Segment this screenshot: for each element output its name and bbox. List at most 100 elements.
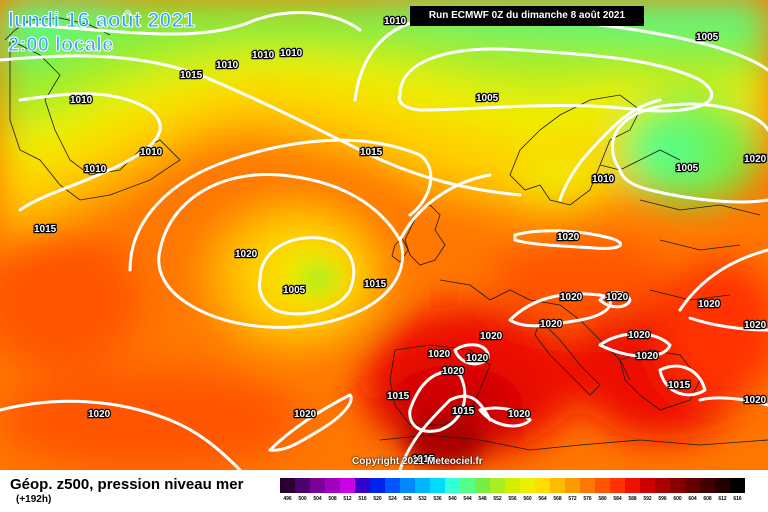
- isobar-1005-top: [397, 47, 714, 113]
- scale-tick-label: 592: [643, 496, 652, 502]
- isobar-1020-hungary: [598, 332, 672, 358]
- isobar-1020-med: [478, 406, 532, 428]
- isobar-label: 1015: [412, 454, 435, 465]
- scale-tick-label: 616: [733, 496, 742, 502]
- scale-swatch: [295, 478, 310, 493]
- scale-tick-label: 524: [388, 496, 397, 502]
- scale-swatch: [310, 478, 325, 493]
- isobar-label: 1020: [428, 349, 451, 360]
- isobar-1020-atlantic: [157, 172, 405, 329]
- scale-tick-label: 500: [298, 496, 307, 502]
- greenland-coast: [9, 39, 181, 201]
- isobar-1020-germany: [513, 229, 623, 250]
- isobar-label: 1020: [442, 366, 465, 377]
- scale-tick-label: 532: [418, 496, 427, 502]
- scale-swatch: [430, 478, 445, 493]
- scale-swatch: [325, 478, 340, 493]
- isobar-label: 1015: [34, 224, 57, 235]
- copyright-notice: Copyright 2021 Meteociel.fr: [352, 456, 483, 467]
- isobar-label: 1010: [592, 174, 615, 185]
- isobar-label: 1010: [70, 95, 93, 106]
- scale-tick-label: 536: [433, 496, 442, 502]
- valid-date: lundi 16 août 2021: [7, 9, 196, 32]
- isobar-1020-alps: [508, 292, 612, 328]
- isobar-1015-iberia: [408, 370, 467, 433]
- isobar-label: 1015: [387, 391, 410, 402]
- scale-swatch: [460, 478, 475, 493]
- scale-tick-label: 568: [553, 496, 562, 502]
- isobar-1020-sw: [268, 393, 353, 452]
- isobar-label: 1010: [84, 164, 107, 175]
- scale-swatch: [280, 478, 295, 493]
- isobar-label: 1010: [140, 147, 163, 158]
- isobar-label: 1020: [235, 249, 258, 260]
- scale-swatch: [340, 478, 355, 493]
- isobar-label: 1020: [628, 330, 651, 341]
- isobar-label: 1020: [294, 409, 317, 420]
- scale-tick-label: 556: [508, 496, 517, 502]
- isobar-label: 1010: [384, 16, 407, 27]
- isobar-label: 1020: [744, 320, 767, 331]
- scale-tick-label: 548: [478, 496, 487, 502]
- scale-swatch: [490, 478, 505, 493]
- isobar-label: 1020: [744, 395, 767, 406]
- isobar-label: 1015: [452, 406, 475, 417]
- isobar-label: 1020: [606, 292, 629, 303]
- isobar-1015-channel: [398, 173, 492, 242]
- isobar-label: 1015: [360, 147, 383, 158]
- scale-tick-label: 600: [673, 496, 682, 502]
- scale-tick-label: 540: [448, 496, 457, 502]
- isobar-1020-spain-small: [453, 343, 490, 366]
- isobar-label: 1015: [668, 380, 691, 391]
- isobar-1005-cell: [258, 236, 356, 316]
- isobar-label: 1005: [676, 163, 699, 174]
- isobar-label: 1020: [540, 319, 563, 330]
- scale-swatch: [730, 478, 745, 493]
- scale-tick-label: 612: [718, 496, 727, 502]
- scale-tick-label: 572: [568, 496, 577, 502]
- isobar-1020-austria: [598, 291, 632, 309]
- scale-swatch: [355, 478, 370, 493]
- scale-tick-label: 516: [358, 496, 367, 502]
- scale-swatch: [445, 478, 460, 493]
- scale-swatch: [565, 478, 580, 493]
- scale-tick-label: 564: [538, 496, 547, 502]
- scale-tick-label: 588: [628, 496, 637, 502]
- scale-swatch: [640, 478, 655, 493]
- isobar-label: 1020: [560, 292, 583, 303]
- scale-tick-label: 512: [343, 496, 352, 502]
- isobar-label: 1010: [280, 48, 303, 59]
- isobar-label: 1010: [216, 60, 239, 71]
- baltic-coast: [599, 149, 681, 171]
- isobar-1015-mid: [128, 138, 433, 272]
- isobar-1005-east: [610, 102, 768, 204]
- isobar-1015-north: [0, 54, 522, 197]
- scale-tick-label: 508: [328, 496, 337, 502]
- scale-tick-label: 504: [313, 496, 322, 502]
- variable-title: Géop. z500, pression niveau mer: [10, 476, 244, 493]
- scale-swatch: [580, 478, 595, 493]
- map-canvas: 1010 1010 1010 1010 1015 1010 1010 1010 …: [0, 0, 768, 470]
- isobar-label: 1020: [508, 409, 531, 420]
- scale-swatch: [520, 478, 535, 493]
- italy-coast: [534, 319, 601, 396]
- scale-swatch: [535, 478, 550, 493]
- scale-tick-label: 596: [658, 496, 667, 502]
- legend-footer: Géop. z500, pression niveau mer (+192h) …: [0, 470, 768, 512]
- britain-coast: [404, 204, 446, 266]
- balkans-coast: [619, 349, 701, 411]
- scale-swatch: [415, 478, 430, 493]
- isobar-label: 1020: [466, 353, 489, 364]
- isobar-label: 1015: [364, 279, 387, 290]
- scale-tick-label: 580: [598, 496, 607, 502]
- scale-swatch: [595, 478, 610, 493]
- isobar-1020-south: [0, 399, 242, 470]
- isobar-label: 1020: [636, 351, 659, 362]
- isobar-label: 1015: [180, 70, 203, 81]
- valid-time: 2:00 locale: [8, 34, 114, 57]
- isobar-1020-east: [678, 248, 768, 332]
- scale-swatch: [505, 478, 520, 493]
- scale-tick-label: 604: [688, 496, 697, 502]
- isobar-1010-greenland: [18, 92, 162, 212]
- scale-tick-label: 520: [373, 496, 382, 502]
